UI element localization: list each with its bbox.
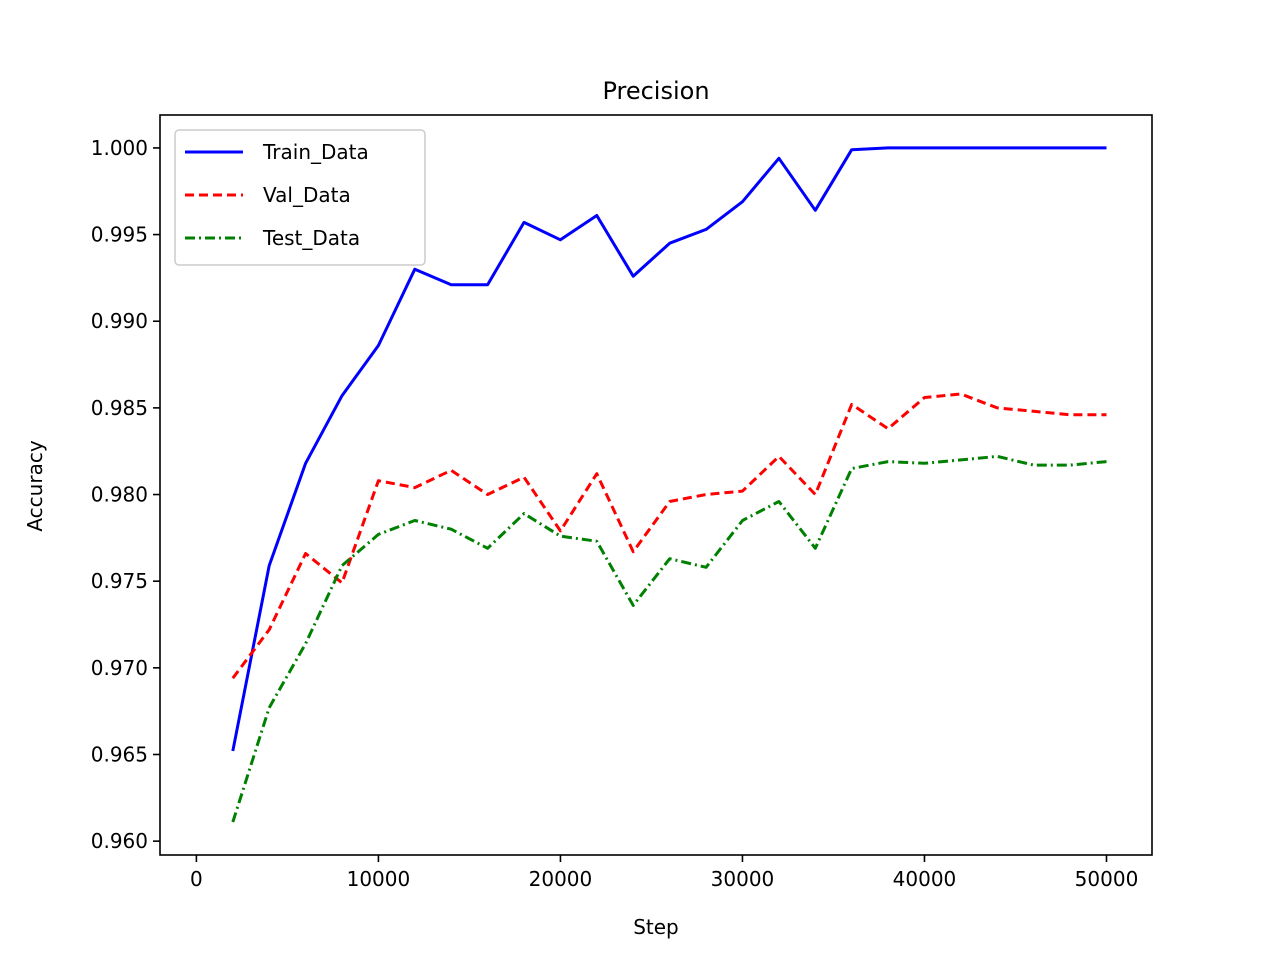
series-layer (231, 146, 1107, 823)
legend-label-test-data: Test_Data (262, 226, 360, 250)
y-axis-label: Accuracy (23, 440, 47, 531)
y-tick-label: 0.975 (91, 569, 148, 593)
x-tick-label: 20000 (529, 867, 593, 891)
x-tick-label: 50000 (1075, 867, 1139, 891)
series-line-val-data (231, 392, 1107, 680)
y-tick-label: 1.000 (91, 136, 148, 160)
legend-label-train-data: Train_Data (262, 140, 369, 164)
y-axis: 0.960 0.965 0.970 0.975 0.980 0.985 0.990 0.995… (91, 136, 160, 853)
series-line-test-data (231, 454, 1107, 823)
x-tick-label: 40000 (893, 867, 957, 891)
y-tick-label: 0.985 (91, 396, 148, 420)
plot-area-frame (159, 114, 1153, 856)
series-line-train-data (231, 146, 1107, 752)
chart-title: Precision (602, 77, 709, 105)
y-tick-label: 0.990 (91, 309, 148, 333)
legend-label-val-data: Val_Data (263, 183, 351, 207)
legend: Train_Data Val_Data Test_Data (174, 129, 426, 266)
y-tick-label: 0.970 (91, 656, 148, 680)
x-tick-label: 10000 (347, 867, 411, 891)
y-tick-label: 0.995 (91, 223, 148, 247)
x-tick-label: 30000 (711, 867, 775, 891)
legend-frame (174, 129, 426, 266)
y-tick-label: 0.960 (91, 829, 148, 853)
x-tick-label: 0 (190, 867, 203, 891)
y-tick-label: 0.965 (91, 742, 148, 766)
y-tick-label: 0.980 (91, 483, 148, 507)
x-axis-label: Step (633, 915, 679, 939)
x-axis: 0 10000 20000 30000 40000 50000 (190, 855, 1138, 891)
